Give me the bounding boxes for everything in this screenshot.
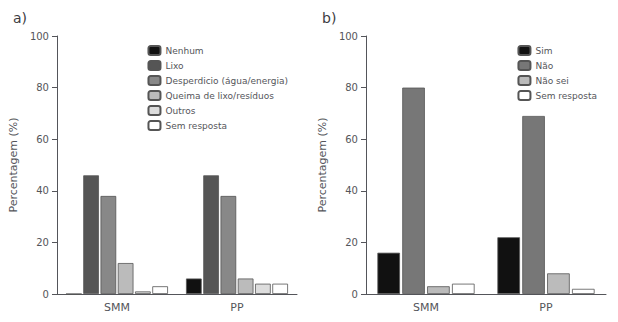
svg-text:Percentagem (%): Percentagem (%): [316, 117, 329, 212]
svg-text:40: 40: [36, 185, 49, 196]
svg-text:20: 20: [345, 237, 358, 248]
svg-text:Percentagem (%): Percentagem (%): [7, 117, 20, 212]
svg-text:Sem resposta: Sem resposta: [535, 91, 597, 101]
svg-text:80: 80: [36, 82, 49, 93]
svg-text:Queima de lixo/resíduos: Queima de lixo/resíduos: [165, 91, 274, 101]
svg-text:100: 100: [339, 31, 358, 42]
svg-text:PP: PP: [539, 301, 553, 314]
svg-text:Outros: Outros: [165, 106, 195, 116]
svg-text:20: 20: [36, 237, 49, 248]
svg-text:0: 0: [43, 289, 49, 300]
svg-text:Desperdicio (água/energia): Desperdicio (água/energia): [165, 76, 288, 86]
svg-text:60: 60: [345, 134, 358, 145]
svg-text:Não sei: Não sei: [535, 76, 568, 86]
svg-text:a): a): [13, 10, 27, 26]
svg-text:SMM: SMM: [104, 301, 130, 314]
svg-text:Não: Não: [535, 61, 553, 71]
svg-text:Nenhum: Nenhum: [165, 46, 203, 56]
svg-text:Lixo: Lixo: [165, 61, 184, 71]
svg-text:80: 80: [345, 82, 358, 93]
svg-text:b): b): [322, 10, 336, 26]
svg-text:Sem resposta: Sem resposta: [165, 121, 227, 131]
svg-text:PP: PP: [230, 301, 244, 314]
svg-text:SMM: SMM: [413, 301, 439, 314]
svg-text:100: 100: [30, 31, 49, 42]
svg-text:60: 60: [36, 134, 49, 145]
svg-text:0: 0: [352, 289, 358, 300]
svg-text:40: 40: [345, 185, 358, 196]
svg-text:Sim: Sim: [535, 46, 552, 56]
